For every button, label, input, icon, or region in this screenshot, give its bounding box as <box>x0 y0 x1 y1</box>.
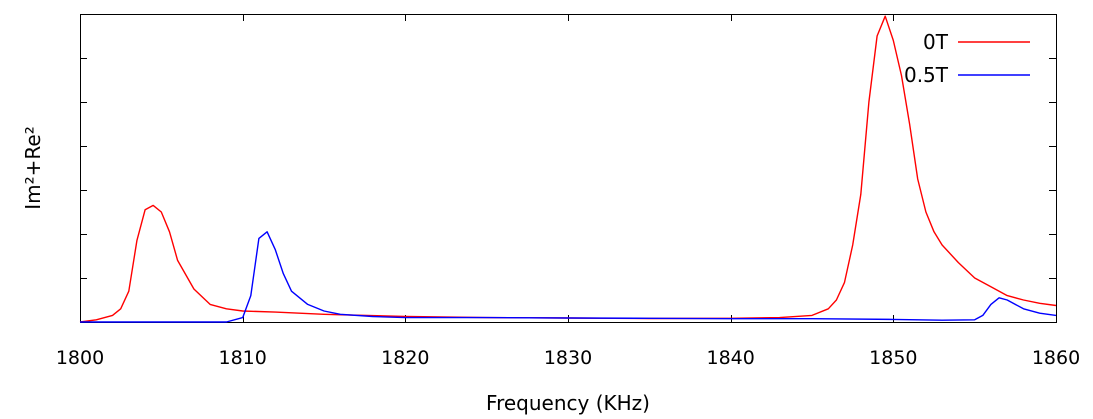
x-tick-label: 1850 <box>869 347 917 369</box>
axis-ticks <box>80 14 1057 322</box>
x-tick-label: 1800 <box>56 347 104 369</box>
plot-frame <box>80 14 1057 323</box>
y-axis-title: Im²+Re² <box>21 126 45 209</box>
legend-label-1: 0.5T <box>904 63 949 87</box>
x-tick-label: 1860 <box>1032 347 1080 369</box>
x-tick-label: 1840 <box>706 347 754 369</box>
series-line-1 <box>80 231 1057 323</box>
series-line-0 <box>79 15 1057 323</box>
series-lines <box>79 15 1057 323</box>
x-tick-label: 1830 <box>544 347 592 369</box>
legend-label-0: 0T <box>923 30 949 54</box>
x-axis-title: Frequency (KHz) <box>486 391 650 415</box>
x-tick-label: 1810 <box>218 347 266 369</box>
x-tick-label: 1820 <box>381 347 429 369</box>
x-tick-labels: 1800 1810 1820 1830 1840 1850 1860 <box>56 347 1080 369</box>
legend: 0T 0.5T <box>904 30 1030 87</box>
